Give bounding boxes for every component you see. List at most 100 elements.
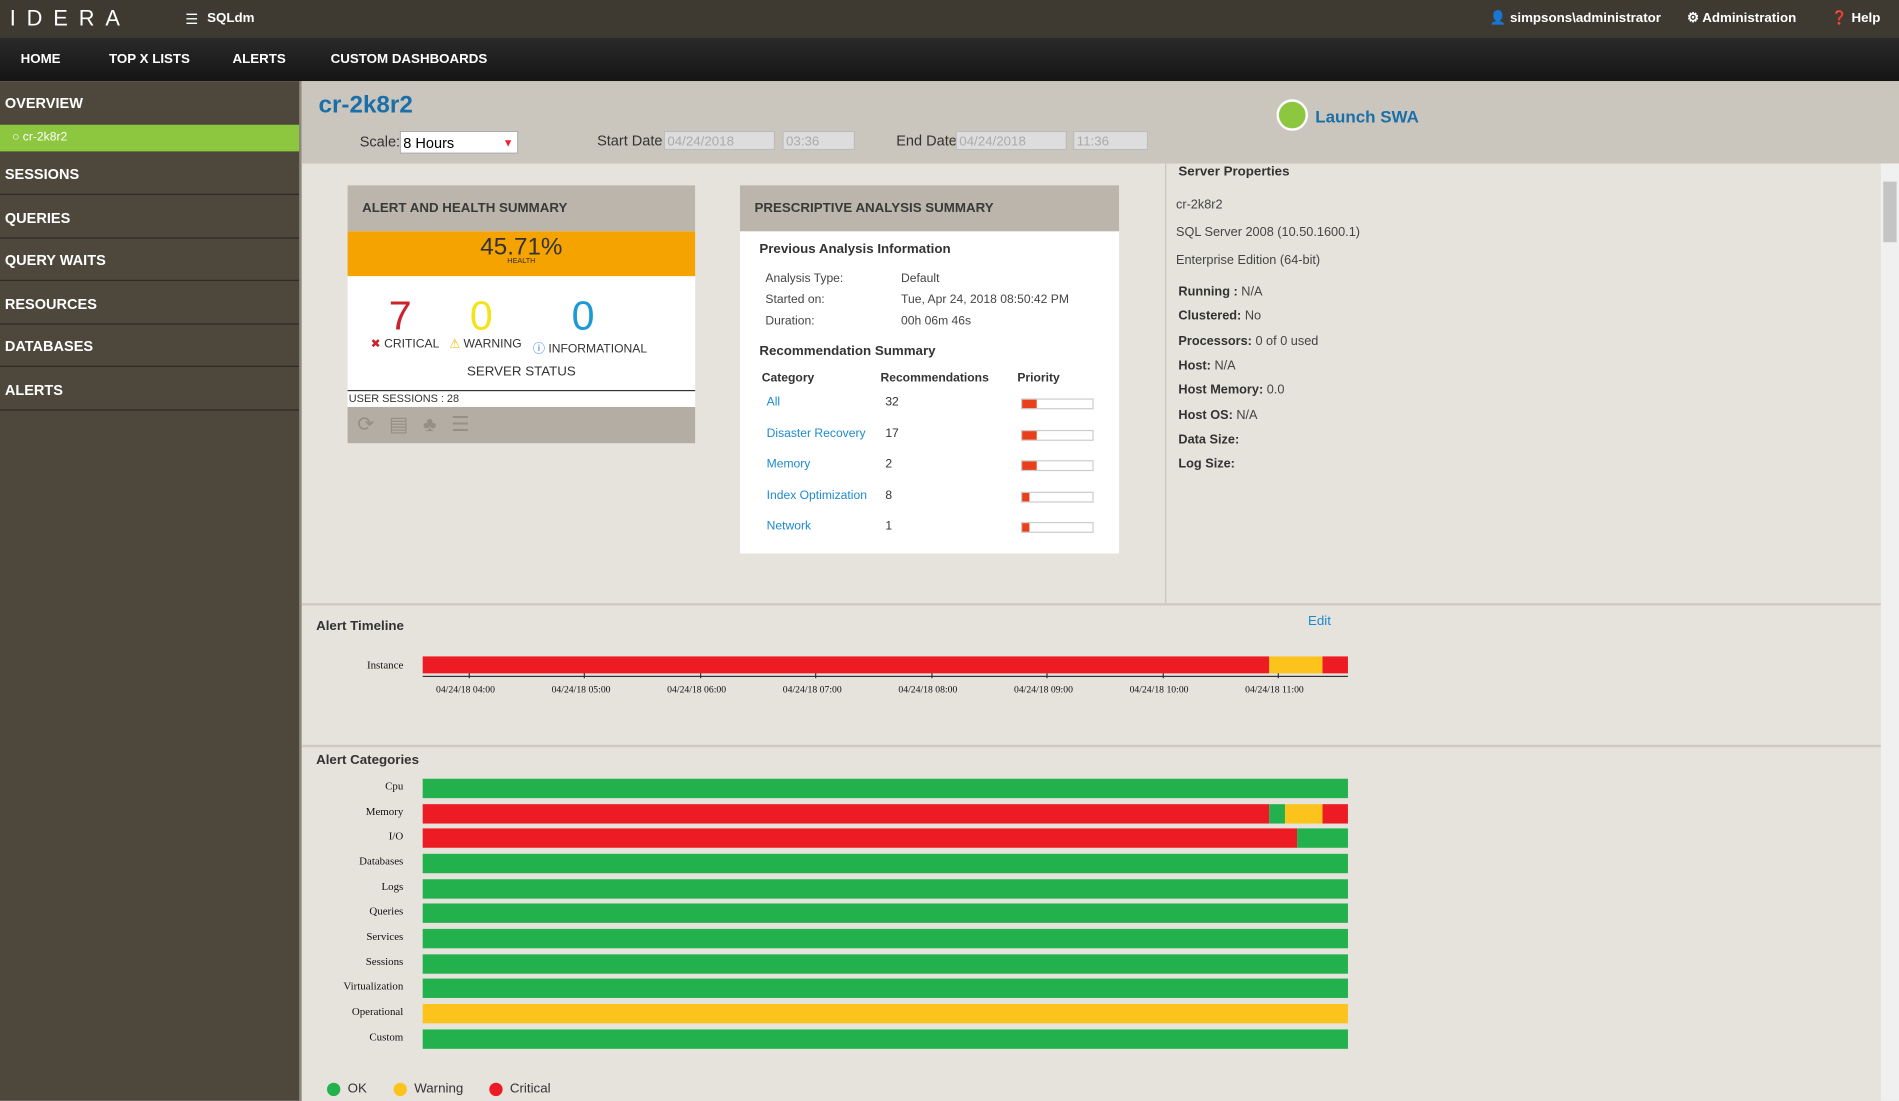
category-link[interactable]: All <box>767 396 780 409</box>
category-link[interactable]: Disaster Recovery <box>767 427 866 440</box>
recommendation-count: 8 <box>885 489 892 502</box>
user-sessions: USER SESSIONS : 28 <box>349 392 459 404</box>
tick-mark <box>1162 673 1163 678</box>
category-label: Virtualization <box>343 980 403 992</box>
status-segment <box>1285 804 1323 823</box>
property-name: Data Size: <box>1178 432 1239 447</box>
category-link[interactable]: Memory <box>767 458 811 471</box>
category-link[interactable]: Index Optimization <box>767 489 867 502</box>
tick-mark <box>931 673 932 678</box>
category-label: Memory <box>366 805 404 817</box>
property-name: Host: <box>1178 358 1211 373</box>
sidebar-item[interactable]: RESOURCES <box>0 283 299 324</box>
critical-label: CRITICAL <box>384 338 439 351</box>
category-label: Databases <box>359 855 403 867</box>
tick-mark <box>700 673 701 678</box>
edit-link[interactable]: Edit <box>1308 614 1331 629</box>
priority-fill <box>1022 431 1037 439</box>
legend-label: Critical <box>510 1082 551 1097</box>
tick-mark <box>584 673 585 678</box>
property-line: cr-2k8r2 <box>1176 197 1223 212</box>
timeline-title: Alert Timeline <box>316 619 404 634</box>
end-time[interactable]: 11:36 <box>1073 131 1148 150</box>
user: simpsons\administrator <box>1510 11 1661 26</box>
recommendation-count: 32 <box>885 396 898 409</box>
tick-label: 04/24/18 07:00 <box>783 684 842 695</box>
property-field: Host Memory: 0.0 <box>1178 383 1284 398</box>
admin-link[interactable]: ⚙ Administration <box>1687 10 1796 26</box>
priority-bar <box>1021 398 1094 409</box>
start-date[interactable]: 04/24/2018 <box>664 131 775 150</box>
health-label: HEALTH <box>348 258 696 265</box>
status-segment <box>423 979 1348 998</box>
property-value: N/A <box>1241 285 1262 300</box>
category-label: Custom <box>369 1030 403 1042</box>
sidebar-selected[interactable]: ○ cr-2k8r2 <box>0 125 299 152</box>
status-segment <box>423 879 1348 898</box>
category-label: Services <box>366 930 403 942</box>
sidebar-overview[interactable]: OVERVIEW <box>0 82 299 123</box>
started-value: Tue, Apr 24, 2018 08:50:42 PM <box>901 293 1069 306</box>
property-field: Host: N/A <box>1178 358 1235 373</box>
swa-icon[interactable] <box>1276 99 1307 130</box>
property-value: 0 of 0 used <box>1255 334 1318 349</box>
category-bar <box>423 879 1348 898</box>
nav-item[interactable]: HOME <box>21 52 61 67</box>
property-name: Clustered: <box>1178 309 1241 324</box>
legend-label: OK <box>348 1082 367 1097</box>
legend-label: Warning <box>414 1082 463 1097</box>
property-name: Log Size: <box>1178 457 1235 472</box>
summary-heading: Recommendation Summary <box>759 344 935 359</box>
sidebar-item[interactable]: SESSIONS <box>0 154 299 195</box>
category-label: Queries <box>369 905 403 917</box>
sidebar-item[interactable]: ALERTS <box>0 369 299 410</box>
health-title: ALERT AND HEALTH SUMMARY <box>348 185 696 231</box>
property-value: N/A <box>1236 408 1257 423</box>
status-segment <box>423 779 1348 798</box>
category-bar <box>423 829 1348 848</box>
category-bar <box>423 1004 1348 1023</box>
nav-item[interactable]: CUSTOM DASHBOARDS <box>331 52 488 67</box>
end-date[interactable]: 04/24/2018 <box>956 131 1067 150</box>
menu-icon[interactable]: ☰ <box>185 11 198 28</box>
previous-heading: Previous Analysis Information <box>759 242 950 257</box>
logo: IDERA <box>10 6 131 31</box>
duration-value: 00h 06m 46s <box>901 315 971 328</box>
user-menu[interactable]: 👤 simpsons\administrator <box>1490 10 1661 26</box>
status-segment <box>423 804 1270 823</box>
help-link[interactable]: ❓ Help <box>1831 10 1880 26</box>
scroll-thumb[interactable] <box>1883 182 1896 243</box>
status-segment <box>423 829 1297 848</box>
info-label: INFORMATIONAL <box>548 343 647 356</box>
sidebar-item[interactable]: DATABASES <box>0 326 299 367</box>
start-time[interactable]: 03:36 <box>782 131 855 150</box>
status-segment <box>423 854 1348 873</box>
status-segment <box>423 1004 1348 1023</box>
priority-fill <box>1022 493 1029 501</box>
category-link[interactable]: Network <box>767 520 811 533</box>
property-name: Host Memory: <box>1178 383 1263 398</box>
product[interactable]: SQLdm <box>207 11 254 26</box>
info-label-wrap: ⓘ INFORMATIONAL <box>533 338 647 356</box>
property-value: 0.0 <box>1267 383 1285 398</box>
tick-label: 04/24/18 04:00 <box>436 684 495 695</box>
scale-select[interactable]: 8 Hours▼ <box>400 131 519 154</box>
property-value: No <box>1245 309 1261 324</box>
category-label: Cpu <box>385 780 403 792</box>
category-bar <box>423 954 1348 973</box>
table-header: Category <box>762 372 815 385</box>
sidebar-item[interactable]: QUERIES <box>0 197 299 238</box>
status-segment <box>1323 656 1348 673</box>
server-status: SERVER STATUS <box>348 365 696 380</box>
nav-item[interactable]: TOP X LISTS <box>109 52 190 67</box>
scale-value: 8 Hours <box>403 134 454 151</box>
tick-label: 04/24/18 05:00 <box>552 684 611 695</box>
type-label: Analysis Type: <box>765 272 843 285</box>
health-toolbar[interactable]: ⟳▤♣☰ <box>348 407 696 443</box>
nav-item[interactable]: ALERTS <box>233 52 286 67</box>
table-header: Priority <box>1017 372 1059 385</box>
launch-swa[interactable]: Launch SWA <box>1315 107 1419 126</box>
sidebar-item[interactable]: QUERY WAITS <box>0 240 299 281</box>
property-field: Processors: 0 of 0 used <box>1178 334 1318 349</box>
scrollbar[interactable] <box>1881 163 1899 1100</box>
